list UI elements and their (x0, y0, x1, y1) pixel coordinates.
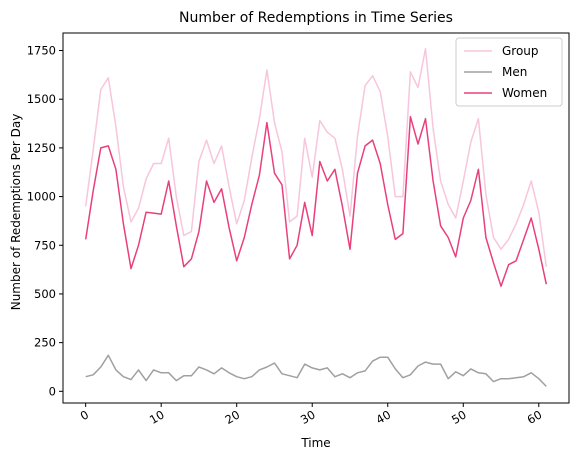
x-tick-label: 10 (147, 407, 167, 426)
y-tick-label: 500 (34, 287, 56, 301)
legend-label-women: Women (502, 86, 547, 100)
series-line-group (84, 47, 548, 267)
legend: Group Men Women (455, 37, 563, 107)
legend-box (455, 37, 563, 107)
x-tick-label: 50 (449, 407, 469, 426)
y-tick-label: 0 (49, 384, 56, 398)
series-line-women (84, 115, 548, 287)
y-tick-label: 1750 (27, 44, 56, 58)
series-layer (84, 47, 548, 387)
x-tick-label: 20 (223, 407, 243, 426)
y-tick-label: 1250 (27, 141, 56, 155)
x-axis-label: Time (300, 436, 330, 450)
x-tick-label: 40 (374, 407, 394, 426)
x-tick-label: 60 (525, 407, 545, 426)
legend-label-men: Men (502, 65, 527, 79)
y-axis-label: Number of Redemptions Per Day (9, 114, 23, 311)
y-tick-label: 250 (34, 336, 56, 350)
chart-title: Number of Redemptions in Time Series (179, 10, 453, 26)
y-tick-label: 750 (34, 238, 56, 252)
plot-frame (62, 32, 570, 404)
series-line-men (85, 354, 547, 387)
y-tick-label: 1000 (27, 190, 56, 204)
legend-label-group: Group (502, 44, 539, 58)
y-tick-label: 1500 (27, 92, 56, 106)
x-tick-label: 30 (298, 407, 318, 426)
